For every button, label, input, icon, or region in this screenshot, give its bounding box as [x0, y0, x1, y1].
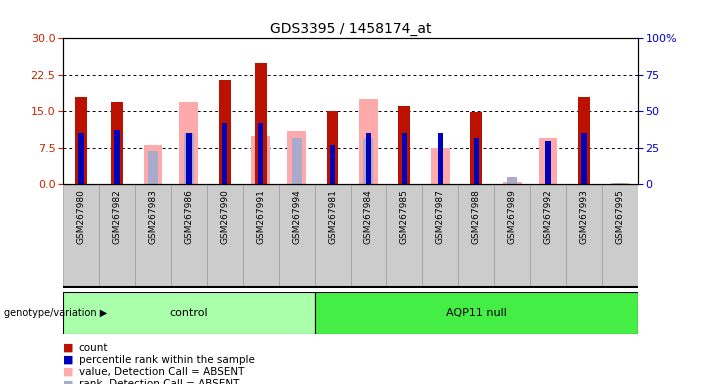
- Bar: [470, 113, 482, 184]
- FancyBboxPatch shape: [530, 185, 566, 287]
- FancyBboxPatch shape: [315, 292, 638, 334]
- Bar: [186, 133, 191, 184]
- Bar: [366, 133, 371, 184]
- FancyBboxPatch shape: [315, 185, 350, 287]
- Text: ■: ■: [63, 355, 74, 365]
- Bar: [611, 183, 629, 184]
- Bar: [222, 123, 227, 184]
- Text: GSM267991: GSM267991: [256, 190, 265, 244]
- Bar: [184, 133, 194, 184]
- Bar: [503, 182, 522, 184]
- Text: GSM267982: GSM267982: [112, 190, 121, 244]
- Bar: [292, 137, 301, 184]
- Bar: [144, 146, 163, 184]
- Text: AQP11 null: AQP11 null: [446, 308, 507, 318]
- Bar: [327, 111, 339, 184]
- Text: count: count: [79, 343, 108, 353]
- Bar: [359, 99, 378, 184]
- Text: GSM267995: GSM267995: [615, 190, 625, 244]
- Text: GSM267987: GSM267987: [436, 190, 445, 244]
- FancyBboxPatch shape: [63, 185, 99, 287]
- FancyBboxPatch shape: [458, 185, 494, 287]
- Text: GSM267981: GSM267981: [328, 190, 337, 244]
- Text: ■: ■: [63, 367, 74, 377]
- FancyBboxPatch shape: [350, 185, 386, 287]
- FancyBboxPatch shape: [566, 185, 602, 287]
- Bar: [398, 106, 410, 184]
- FancyBboxPatch shape: [422, 185, 458, 287]
- Text: GSM267992: GSM267992: [543, 190, 552, 244]
- Bar: [507, 177, 517, 184]
- Text: GSM267988: GSM267988: [472, 190, 481, 244]
- Bar: [111, 102, 123, 184]
- Text: value, Detection Call = ABSENT: value, Detection Call = ABSENT: [79, 367, 244, 377]
- Bar: [219, 80, 231, 184]
- FancyBboxPatch shape: [135, 185, 171, 287]
- Bar: [402, 133, 407, 184]
- Title: GDS3395 / 1458174_at: GDS3395 / 1458174_at: [270, 22, 431, 36]
- FancyBboxPatch shape: [386, 185, 422, 287]
- Text: ■: ■: [63, 343, 74, 353]
- Bar: [474, 137, 479, 184]
- Bar: [545, 141, 551, 184]
- Bar: [75, 97, 87, 184]
- Text: control: control: [170, 308, 208, 318]
- Bar: [251, 136, 270, 184]
- Bar: [179, 102, 198, 184]
- Text: ■: ■: [63, 379, 74, 384]
- FancyBboxPatch shape: [602, 185, 638, 287]
- Bar: [363, 137, 374, 184]
- Bar: [330, 145, 335, 184]
- Text: GSM267984: GSM267984: [364, 190, 373, 244]
- Text: GSM267980: GSM267980: [76, 190, 86, 244]
- Bar: [258, 123, 264, 184]
- Bar: [437, 133, 443, 184]
- Text: GSM267986: GSM267986: [184, 190, 193, 244]
- Bar: [431, 148, 450, 184]
- Text: GSM267990: GSM267990: [220, 190, 229, 244]
- Bar: [254, 63, 266, 184]
- FancyBboxPatch shape: [171, 185, 207, 287]
- Text: GSM267993: GSM267993: [580, 190, 589, 244]
- Bar: [538, 138, 557, 184]
- Text: GSM267989: GSM267989: [508, 190, 517, 244]
- Text: GSM267994: GSM267994: [292, 190, 301, 244]
- Text: GSM267985: GSM267985: [400, 190, 409, 244]
- Bar: [615, 183, 625, 184]
- Text: rank, Detection Call = ABSENT: rank, Detection Call = ABSENT: [79, 379, 239, 384]
- FancyBboxPatch shape: [207, 185, 243, 287]
- FancyBboxPatch shape: [278, 185, 315, 287]
- Bar: [581, 133, 587, 184]
- Bar: [148, 151, 158, 184]
- FancyBboxPatch shape: [99, 185, 135, 287]
- FancyBboxPatch shape: [63, 292, 315, 334]
- Bar: [79, 133, 83, 184]
- FancyBboxPatch shape: [243, 185, 278, 287]
- Text: genotype/variation ▶: genotype/variation ▶: [4, 308, 107, 318]
- Text: GSM267983: GSM267983: [149, 190, 158, 244]
- Text: percentile rank within the sample: percentile rank within the sample: [79, 355, 254, 365]
- FancyBboxPatch shape: [494, 185, 530, 287]
- Bar: [287, 131, 306, 184]
- Bar: [578, 97, 590, 184]
- Bar: [114, 130, 120, 184]
